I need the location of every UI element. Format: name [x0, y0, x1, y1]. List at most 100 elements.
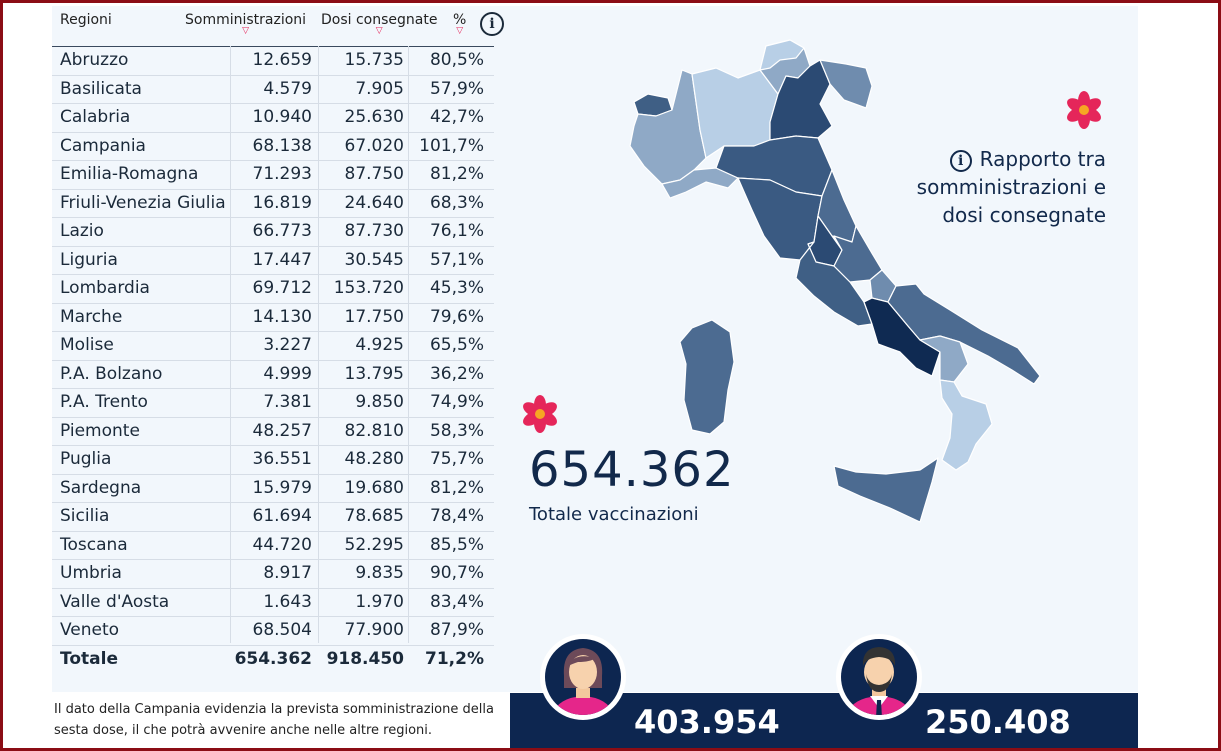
region-name: P.A. Bolzano — [60, 363, 163, 384]
percent-value: 45,3% — [429, 278, 484, 298]
delivered-value: 9.850 — [355, 392, 404, 412]
table-row[interactable]: Valle d'Aosta 1.643 1.970 83,4% — [52, 589, 494, 617]
header-percent[interactable]: % ▽ — [453, 12, 466, 36]
table-header: Regioni Somministrazioni ▽ Dosi consegna… — [52, 8, 494, 47]
total-vaccinations-label: Totale vaccinazioni — [529, 504, 699, 525]
delivered-value: 82.810 — [344, 420, 404, 441]
administered-value: 3.227 — [263, 335, 312, 355]
table-row[interactable]: Liguria 17.447 30.545 57,1% — [52, 247, 494, 275]
male-avatar-icon — [836, 634, 922, 720]
region-calabria[interactable] — [939, 379, 993, 471]
delivered-value: 15.735 — [344, 50, 404, 70]
flower-icon — [1067, 91, 1101, 129]
administered-value: 69.712 — [252, 278, 312, 298]
table-row[interactable]: Campania 68.138 67.020 101,7% — [52, 133, 494, 161]
table-row[interactable]: Friuli-Venezia Giulia 16.819 24.640 68,3% — [52, 190, 494, 218]
region-sicilia[interactable] — [833, 457, 939, 523]
percent-value: 65,5% — [429, 335, 484, 355]
region-name: Umbria — [60, 563, 122, 583]
administered-value: 71.293 — [252, 164, 312, 184]
column-divider — [318, 46, 319, 643]
table-row[interactable]: P.A. Trento 7.381 9.850 74,9% — [52, 389, 494, 418]
administered-value: 4.579 — [263, 78, 312, 99]
delivered-value: 52.295 — [344, 534, 404, 555]
delivered-value: 48.280 — [344, 449, 404, 469]
ratio-info[interactable]: i Rapporto tra somministrazioni e dosi co… — [900, 145, 1106, 229]
table-row[interactable]: Calabria 10.940 25.630 42,7% — [52, 104, 494, 133]
administered-value: 16.819 — [252, 192, 312, 213]
table-row[interactable]: Toscana 44.720 52.295 85,5% — [52, 532, 494, 560]
region-puglia[interactable] — [887, 283, 1041, 385]
region-name: Liguria — [60, 249, 118, 270]
table-row[interactable]: Molise 3.227 4.925 65,5% — [52, 332, 494, 361]
administered-value: 61.694 — [252, 506, 312, 526]
sort-down-icon[interactable]: ▽ — [375, 26, 383, 36]
info-icon[interactable]: i — [949, 150, 972, 172]
administered-value: 8.917 — [263, 563, 312, 583]
percent-value: 57,9% — [429, 78, 484, 99]
delivered-value: 87.750 — [344, 164, 404, 184]
header-somministrazioni[interactable]: Somministrazioni ▽ — [185, 12, 306, 36]
regions-table: Regioni Somministrazioni ▽ Dosi consegna… — [52, 8, 494, 673]
header-dosi-consegnate[interactable]: Dosi consegnate ▽ — [321, 12, 437, 36]
region-name: Abruzzo — [60, 50, 129, 70]
region-bolzano[interactable] — [759, 39, 805, 71]
percent-value: 78,4% — [429, 506, 484, 526]
delivered-value: 17.750 — [344, 306, 404, 327]
table-row[interactable]: P.A. Bolzano 4.999 13.795 36,2% — [52, 361, 494, 389]
header-dosi-label: Dosi consegnate — [321, 12, 438, 28]
delivered-value: 30.545 — [344, 249, 404, 270]
percent-value: 101,7% — [419, 135, 484, 156]
percent-value: 68,3% — [429, 192, 484, 213]
table-row[interactable]: Puglia 36.551 48.280 75,7% — [52, 446, 494, 475]
table-total-row[interactable]: Totale 654.362 918.450 71,2% — [52, 646, 494, 674]
region-sardegna[interactable] — [679, 319, 735, 435]
percent-value: 57,1% — [429, 249, 484, 270]
table-row[interactable]: Lazio 66.773 87.730 76,1% — [52, 218, 494, 247]
table-row[interactable]: Umbria 8.917 9.835 90,7% — [52, 560, 494, 589]
region-friuli[interactable] — [819, 59, 873, 109]
table-row[interactable]: Marche 14.130 17.750 79,6% — [52, 304, 494, 332]
sort-down-icon[interactable]: ▽ — [242, 26, 249, 36]
table-row[interactable]: Sardegna 15.979 19.680 81,2% — [52, 475, 494, 503]
delivered-value: 7.905 — [355, 78, 404, 99]
table-row[interactable]: Abruzzo 12.659 15.735 80,5% — [52, 47, 494, 76]
region-name: Toscana — [60, 534, 128, 555]
table-row[interactable]: Piemonte 48.257 82.810 58,3% — [52, 418, 494, 446]
region-piemonte[interactable] — [629, 69, 707, 185]
region-liguria[interactable] — [661, 167, 739, 199]
column-divider — [230, 46, 231, 643]
female-avatar-icon — [540, 634, 626, 720]
percent-value: 81,2% — [429, 164, 484, 184]
region-basilicata[interactable] — [919, 335, 969, 383]
flower-icon — [523, 395, 557, 433]
sort-down-icon[interactable]: ▽ — [456, 26, 464, 36]
region-name: Friuli-Venezia Giulia — [60, 192, 226, 213]
administered-value: 48.257 — [252, 420, 312, 441]
administered-value: 66.773 — [252, 221, 312, 241]
delivered-value: 153.720 — [333, 278, 404, 298]
administered-value: 14.130 — [252, 306, 312, 327]
table-row[interactable]: Veneto 68.504 77.900 87,9% — [52, 617, 494, 646]
column-divider — [408, 46, 409, 643]
footnote: Il dato della Campania evidenzia la prev… — [54, 702, 494, 738]
header-regioni[interactable]: Regioni — [60, 12, 112, 28]
female-vaccinations-value: 403.954 — [634, 703, 780, 741]
percent-value: 85,5% — [429, 534, 484, 555]
table-row[interactable]: Emilia-Romagna 71.293 87.750 81,2% — [52, 161, 494, 190]
table-row[interactable]: Sicilia 61.694 78.685 78,4% — [52, 503, 494, 532]
region-name: Sardegna — [60, 477, 142, 498]
info-icon[interactable]: i — [480, 12, 504, 36]
percent-value: 81,2% — [429, 477, 484, 498]
table-row[interactable]: Basilicata 4.579 7.905 57,9% — [52, 76, 494, 104]
delivered-value: 25.630 — [344, 107, 404, 127]
delivered-value: 19.680 — [344, 477, 404, 498]
region-name: Molise — [60, 335, 114, 355]
administered-value: 10.940 — [252, 107, 312, 127]
table-row[interactable]: Lombardia 69.712 153.720 45,3% — [52, 275, 494, 304]
region-name: Sicilia — [60, 506, 110, 526]
region-name: Basilicata — [60, 78, 142, 99]
total-delivered-value: 918.450 — [326, 648, 404, 669]
header-regioni-label: Regioni — [60, 12, 112, 28]
region-campania[interactable] — [863, 297, 941, 377]
